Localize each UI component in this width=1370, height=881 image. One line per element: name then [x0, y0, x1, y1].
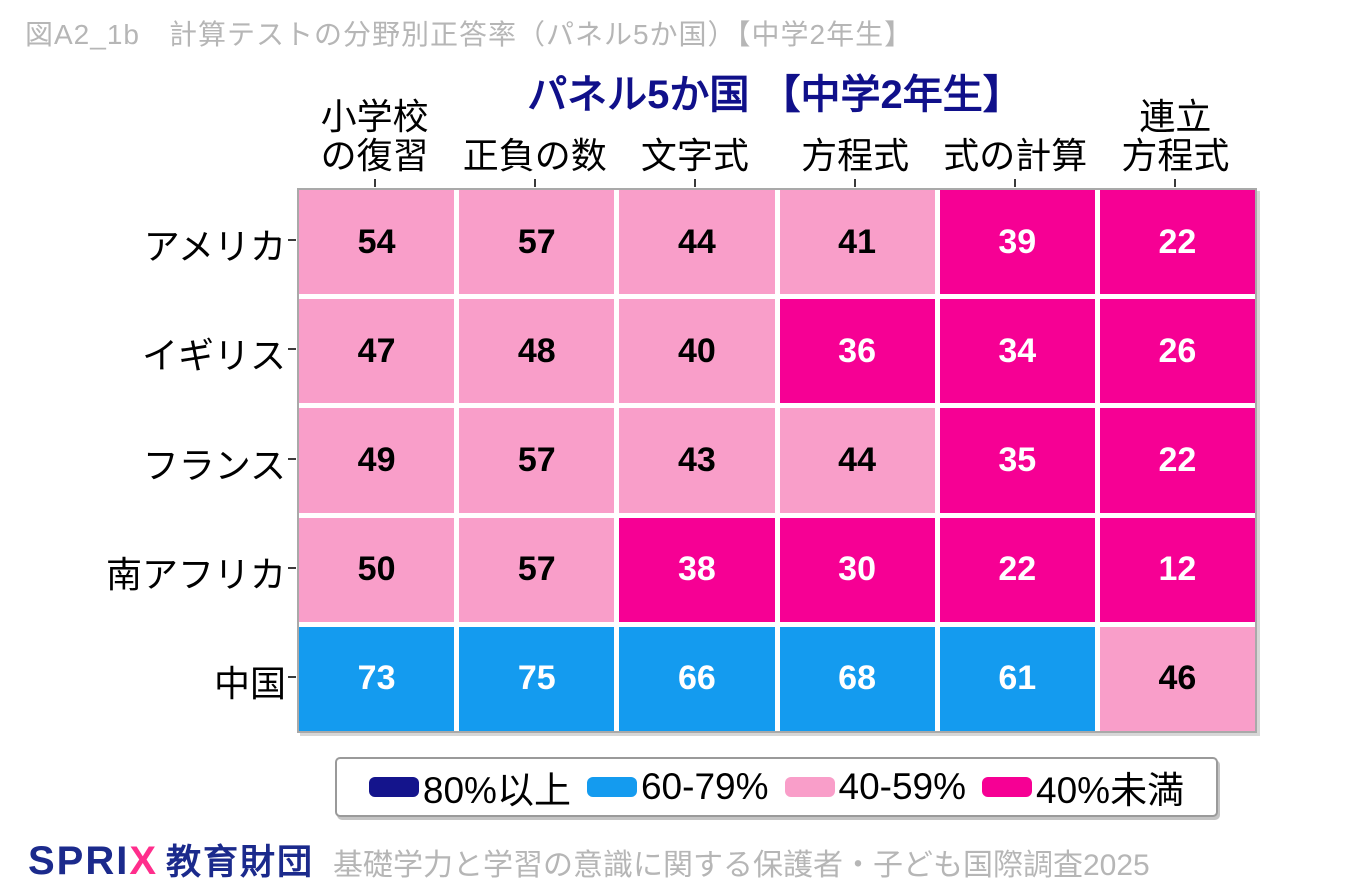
legend-swatch — [368, 777, 419, 797]
heatmap-cell: 22 — [939, 517, 1095, 622]
legend-label: 60-79% — [640, 766, 769, 807]
x-axis-tick — [1014, 179, 1017, 187]
y-axis-tick — [288, 566, 296, 569]
figure-label: 図A2_1b 計算テストの分野別正答率（パネル5か国）【中学2年生】 — [25, 19, 914, 50]
sprix-logo-text: SPRI — [28, 839, 130, 881]
sprix-org-text: 教育財団 — [166, 843, 315, 881]
column-header-line: 正負の数 — [462, 135, 607, 177]
heatmap-cell: 12 — [1099, 517, 1255, 622]
heatmap-cell: 57 — [459, 190, 615, 295]
heatmap-cell: 22 — [1099, 408, 1255, 513]
row-label: フランス — [142, 444, 286, 486]
legend-label: 80%以上 — [422, 770, 571, 811]
y-axis-tick — [288, 239, 296, 242]
footer-source: 基礎学力と学習の意識に関する保護者・子ども国際調査2025 — [333, 849, 1150, 881]
legend-label: 40%未満 — [1036, 770, 1185, 811]
chart-title: パネル5か国 【中学2年生】 — [527, 73, 1023, 117]
heatmap-cell: 61 — [939, 626, 1095, 731]
column-header: 式の計算 — [905, 78, 1125, 176]
heatmap-cell: 68 — [779, 626, 935, 731]
legend-swatch — [784, 777, 835, 797]
column-header-line: 文字式 — [640, 135, 749, 177]
x-axis-tick — [854, 179, 857, 187]
heatmap-cell: 39 — [939, 190, 1095, 295]
heatmap-cell: 36 — [779, 299, 935, 404]
y-axis-tick — [288, 348, 296, 351]
column-header-line: の復習 — [320, 135, 429, 177]
row-label: アメリカ — [143, 226, 286, 268]
heatmap-cell: 43 — [619, 408, 775, 513]
heatmap-cell: 40 — [619, 299, 775, 404]
column-header-line: 式の計算 — [943, 135, 1088, 177]
heatmap-cell: 47 — [299, 299, 455, 404]
legend-swatch — [982, 777, 1033, 797]
y-axis-tick — [288, 675, 296, 678]
heatmap-cell: 30 — [779, 517, 935, 622]
heatmap-cell: 41 — [779, 190, 935, 295]
sprix-logo-x: X — [129, 839, 157, 881]
heatmap-cell: 66 — [619, 626, 775, 731]
heatmap: 54 57 44 41 39 22 47 48 40 36 34 26 49 57 43 44 35 22 50 57… — [297, 188, 1257, 733]
legend-label: 40-59% — [838, 766, 967, 807]
x-axis-tick — [533, 179, 536, 187]
legend-swatch — [586, 777, 637, 797]
heatmap-cell: 57 — [459, 517, 615, 622]
heatmap-cell: 38 — [619, 517, 775, 622]
heatmap-cell: 75 — [459, 626, 615, 731]
legend-item: 40-59% — [784, 766, 967, 808]
column-header-line: 連立 — [1139, 95, 1212, 137]
column-header-line: 小学校 — [320, 95, 429, 137]
column-header: 小学校 の復習 — [265, 78, 485, 176]
heatmap-cell: 44 — [619, 190, 775, 295]
heatmap-cell: 34 — [939, 299, 1095, 404]
heatmap-cell: 49 — [299, 408, 455, 513]
row-label: 中国 — [213, 662, 286, 704]
heatmap-cell: 22 — [1099, 190, 1255, 295]
column-header-line: 方程式 — [801, 135, 910, 177]
column-header: 連立 方程式 — [1065, 78, 1285, 176]
heatmap-cell: 54 — [299, 190, 455, 295]
column-header-line: 方程式 — [1121, 135, 1230, 177]
heatmap-cell: 26 — [1099, 299, 1255, 404]
column-header: 文字式 — [585, 78, 805, 176]
sprix-logo: SPRI X 教育財団 — [28, 834, 314, 881]
heatmap-cell: 50 — [299, 517, 455, 622]
column-header: 方程式 — [745, 78, 965, 176]
row-label: 南アフリカ — [105, 553, 286, 595]
heatmap-cell: 73 — [299, 626, 455, 731]
row-label: イギリス — [141, 335, 286, 377]
heatmap-cell: 46 — [1099, 626, 1255, 731]
heatmap-cell: 35 — [939, 408, 1095, 513]
legend-item: 60-79% — [586, 766, 769, 808]
y-axis-tick — [288, 457, 296, 460]
x-axis-tick — [1174, 179, 1177, 187]
footer: SPRI X 教育財団 — [28, 834, 314, 881]
column-header: 正負の数 — [425, 78, 645, 176]
legend-item: 80%以上 — [368, 760, 571, 814]
heatmap-cell: 44 — [779, 408, 935, 513]
x-axis-tick — [373, 179, 376, 187]
heatmap-cell: 57 — [459, 408, 615, 513]
heatmap-cell: 48 — [459, 299, 615, 404]
x-axis-tick — [693, 179, 696, 187]
legend-item: 40%未満 — [982, 760, 1184, 814]
legend: 80%以上 60-79% 40-59% 40%未満 — [335, 757, 1218, 817]
